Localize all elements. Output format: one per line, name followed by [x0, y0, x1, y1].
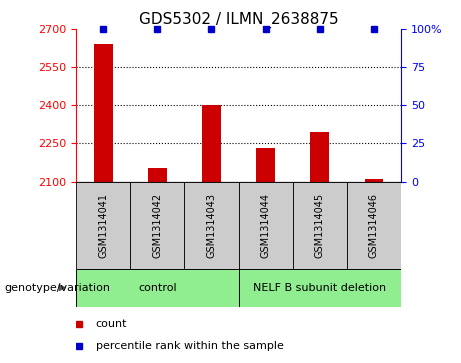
Text: GSM1314042: GSM1314042: [152, 192, 162, 258]
Text: count: count: [95, 319, 127, 329]
Text: NELF B subunit deletion: NELF B subunit deletion: [253, 283, 386, 293]
FancyBboxPatch shape: [239, 269, 401, 307]
FancyBboxPatch shape: [293, 182, 347, 269]
Text: GSM1314041: GSM1314041: [98, 192, 108, 258]
Bar: [202, 105, 221, 182]
Text: GSM1314044: GSM1314044: [260, 192, 271, 258]
FancyBboxPatch shape: [130, 182, 184, 269]
FancyBboxPatch shape: [239, 182, 293, 269]
Bar: [365, 179, 384, 182]
Text: genotype/variation: genotype/variation: [5, 283, 111, 293]
Text: GSM1314046: GSM1314046: [369, 192, 379, 258]
Bar: [310, 132, 329, 182]
Text: GSM1314043: GSM1314043: [207, 192, 217, 258]
Text: percentile rank within the sample: percentile rank within the sample: [95, 341, 284, 351]
FancyBboxPatch shape: [347, 182, 401, 269]
Text: control: control: [138, 283, 177, 293]
Title: GDS5302 / ILMN_2638875: GDS5302 / ILMN_2638875: [139, 12, 338, 28]
Bar: [148, 167, 167, 182]
Bar: [94, 44, 112, 182]
FancyBboxPatch shape: [184, 182, 239, 269]
Bar: [256, 148, 275, 182]
Text: GSM1314045: GSM1314045: [315, 192, 325, 258]
FancyBboxPatch shape: [76, 182, 130, 269]
FancyBboxPatch shape: [76, 269, 239, 307]
